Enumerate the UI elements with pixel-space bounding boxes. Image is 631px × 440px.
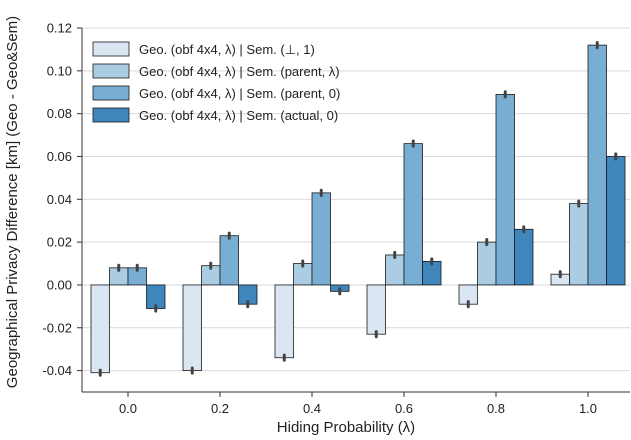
bar — [606, 156, 626, 286]
bar — [495, 93, 515, 286]
legend-label: Geo. (obf 4x4, λ) | Sem. (parent, 0) — [139, 86, 340, 101]
bar — [182, 284, 202, 371]
legend-swatch — [92, 85, 130, 101]
bars-layer — [90, 41, 626, 377]
x-axis-title: Hiding Probability (λ) — [277, 419, 415, 436]
legend-swatch — [92, 107, 130, 123]
y-tick-label: 0.02 — [47, 235, 72, 250]
bar — [385, 254, 405, 286]
y-tick-label: -0.04 — [42, 363, 72, 378]
y-tick-label: 0.08 — [47, 106, 72, 121]
bar — [569, 203, 589, 286]
bar — [403, 143, 423, 286]
y-tick-label: 0.04 — [47, 192, 72, 207]
bar — [366, 284, 386, 335]
x-tick-label: 0.6 — [395, 401, 413, 416]
bar — [274, 284, 294, 359]
legend-label: Geo. (obf 4x4, λ) | Sem. (actual, 0) — [139, 108, 338, 123]
legend: Geo. (obf 4x4, λ) | Sem. (⊥, 1) Geo. (obf… — [92, 41, 340, 123]
axes-layer: -0.04 -0.02 0.00 0.02 0.04 0.06 0.08 0.10 0.12 0.… — [42, 21, 630, 416]
x-tick-label: 0.2 — [211, 401, 229, 416]
y-tick-label: 0.00 — [47, 277, 72, 292]
grid-layer — [82, 27, 630, 372]
y-axis-title: Geographical Privacy Difference [km] (Ge… — [4, 16, 21, 388]
bar — [90, 284, 110, 374]
bar — [514, 228, 534, 286]
legend-label: Geo. (obf 4x4, λ) | Sem. (parent, λ) — [139, 64, 340, 79]
legend-label: Geo. (obf 4x4, λ) | Sem. (⊥, 1) — [139, 42, 315, 57]
x-tick-label: 0.8 — [487, 401, 505, 416]
y-tick-label: 0.12 — [47, 21, 72, 36]
y-tick-label: 0.06 — [47, 149, 72, 164]
bar — [219, 235, 239, 286]
legend-swatch — [92, 63, 130, 79]
x-tick-label: 1.0 — [579, 401, 597, 416]
bar — [477, 241, 497, 286]
x-tick-label: 0.4 — [303, 401, 321, 416]
y-tick-label: 0.10 — [47, 63, 72, 78]
x-tick-label: 0.0 — [119, 401, 137, 416]
legend-swatch — [92, 41, 130, 57]
bar — [311, 192, 331, 286]
bar — [587, 44, 607, 286]
y-tick-label: -0.02 — [42, 320, 72, 335]
